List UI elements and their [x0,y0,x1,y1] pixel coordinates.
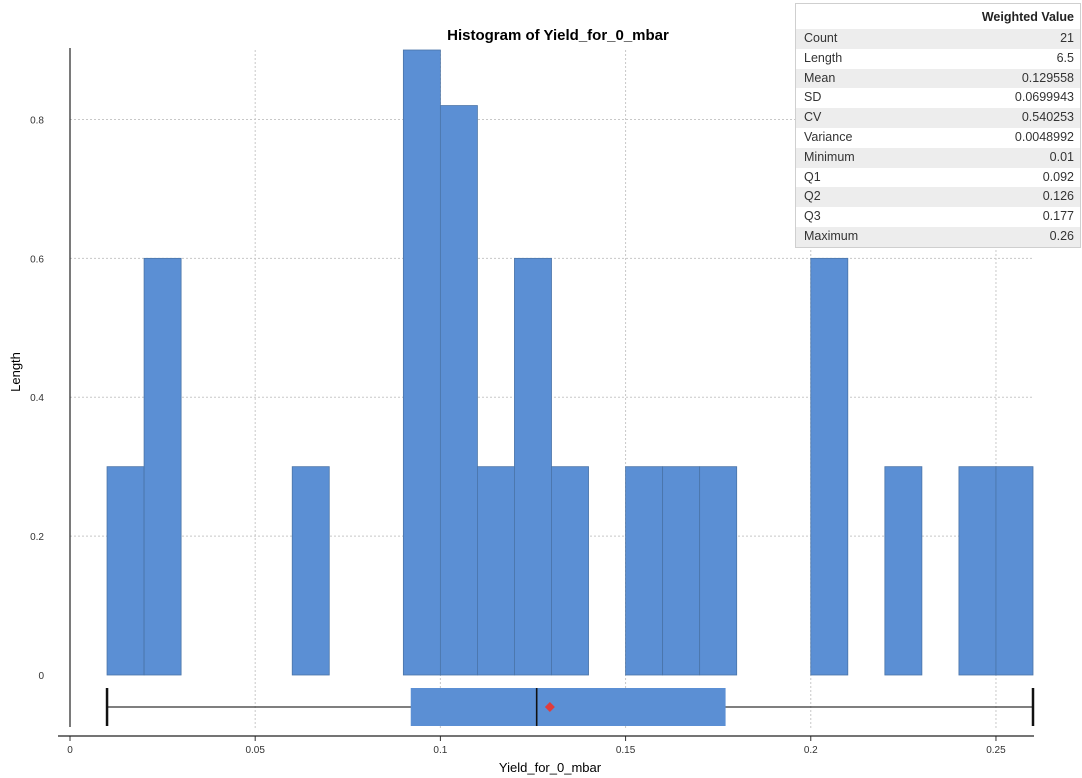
stats-row-value: 0.126 [1042,189,1074,204]
stats-row-value: 0.129558 [1021,70,1074,85]
stats-row: Length 6.5 [796,49,1080,69]
stats-row-label: CV [804,110,822,125]
histogram-bar [625,466,664,676]
boxplot [105,688,1035,726]
stats-row-value: 0.0699943 [1014,90,1074,105]
stats-table-rows: Count 21 Length 6.5 Mean 0.129558 SD 0.0699943 C… [796,29,1080,247]
histogram-bar [402,49,441,676]
stats-row: Count 21 [796,29,1080,49]
stats-row: Q1 0.092 [796,168,1080,188]
stats-row-value: 0.0048992 [1014,129,1074,144]
stats-row-label: Minimum [804,149,855,164]
y-tick-label: 0.4 [30,393,44,404]
x-tick-label: 0 [67,745,73,756]
stats-row-label: Q3 [804,209,821,224]
stats-row: Maximum 0.26 [796,226,1080,247]
stats-row: Minimum 0.01 [796,147,1080,168]
stats-row-value: 0.540253 [1021,110,1074,125]
stats-row-label: Count [804,31,838,45]
stats-row-value: 0.092 [1042,169,1074,184]
x-tick-label: 0.25 [986,745,1006,756]
stats-row-label: Maximum [804,228,859,243]
stats-row: Variance 0.0048992 [796,128,1080,148]
histogram-bar [810,257,849,676]
x-tick-label: 0.2 [804,745,818,756]
x-tick-label: 0.15 [616,745,636,756]
histogram-bar [291,466,330,676]
histogram-bar [439,105,478,676]
histogram-bar [551,466,589,676]
stats-row-label: Variance [804,129,853,144]
histogram-bar [699,466,738,676]
stats-row: Q3 0.177 [796,207,1080,227]
histogram-bar [884,466,923,676]
boxplot-mean-marker [544,702,555,712]
stats-row-value: 0.26 [1049,228,1074,243]
stats-row: Mean 0.129558 [796,68,1080,89]
histogram-bar [958,466,997,676]
stats-row-label: Q2 [804,189,821,204]
y-axis-label: Length [8,352,23,392]
y-tick-label: 0 [38,671,44,682]
histogram-bar [106,466,145,676]
stats-row-label: Length [804,50,843,65]
chart-title: Histogram of Yield_for_0_mbar [447,27,669,44]
stats-row-label: SD [804,90,822,105]
stats-table-header: Weighted Value [981,10,1074,24]
stats-row-label: Mean [804,70,836,85]
x-tick-label: 0.05 [245,745,265,756]
y-tick-label: 0.8 [30,115,44,126]
y-tick-label: 0.2 [30,532,44,543]
boxplot-box [410,688,726,726]
stats-row: CV 0.540253 [796,108,1080,128]
stats-row-value: 0.01 [1049,149,1074,164]
stats-row-value: 6.5 [1056,50,1074,65]
stats-row: Q2 0.126 [796,187,1080,208]
x-tick-label: 0.1 [433,745,447,756]
axes: 0 0.2 0.4 0.6 0.8 0 0.05 0.1 0.15 0.2 0.25 [30,48,1034,756]
histogram-bar [477,466,515,676]
histogram-bar [143,257,182,676]
stats-row-value: 0.177 [1042,209,1074,224]
stats-row-value: 21 [1060,31,1074,45]
stats-row: SD 0.0699943 [796,88,1080,108]
histogram-bar [995,466,1034,676]
histogram-bars [106,49,1034,676]
y-tick-label: 0.6 [30,254,44,265]
x-axis-label: Yield_for_0_mbar [499,760,602,775]
histogram-bar [662,466,701,676]
histogram-bar [514,257,552,676]
stats-table: Weighted Value Count 21 Length 6.5 Mean 0.129… [795,3,1081,248]
stats-row-label: Q1 [804,169,821,184]
